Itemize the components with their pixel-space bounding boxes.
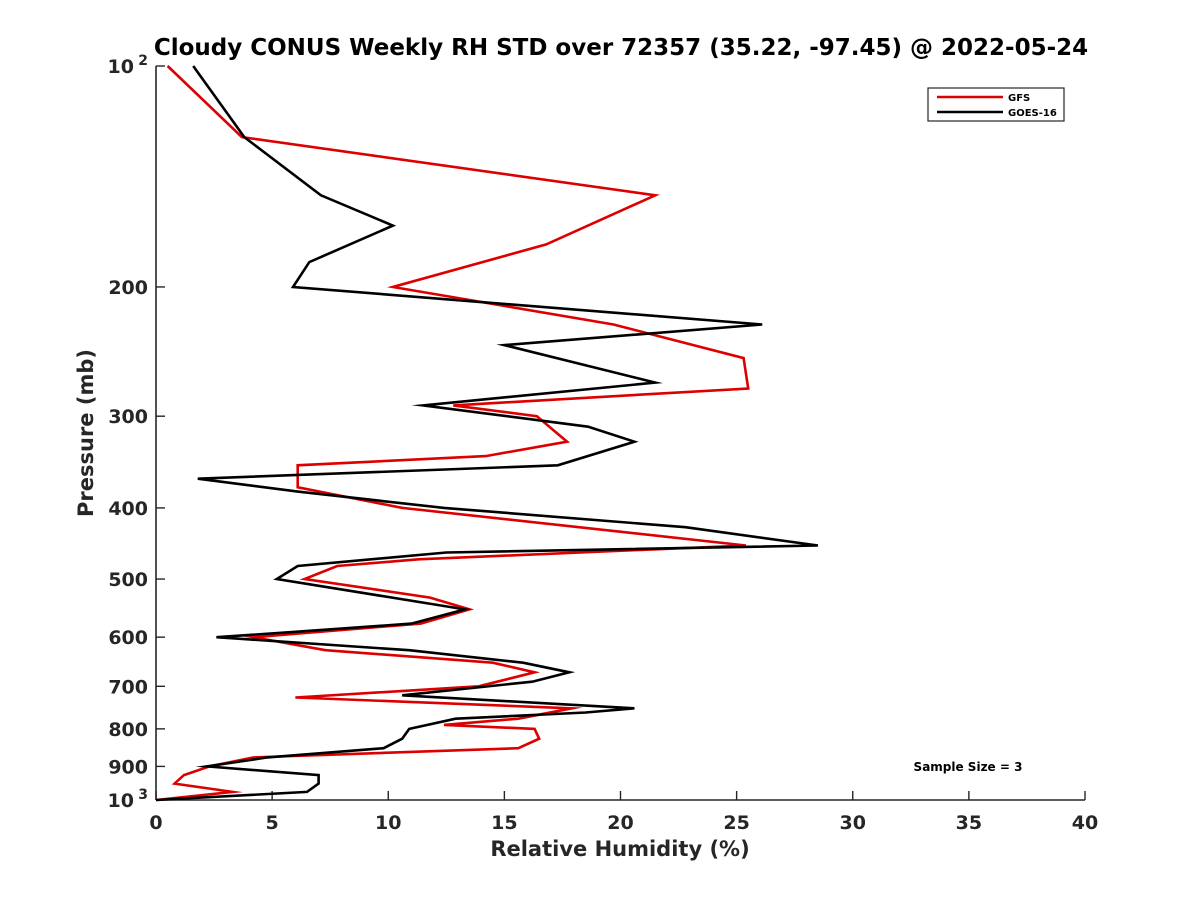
y-tick-base: 10 — [108, 56, 134, 78]
y-tick-label: 900 — [108, 756, 148, 778]
y-tick-base: 10 — [108, 790, 134, 812]
series-line-gfs — [155, 65, 750, 802]
x-tick-label: 15 — [491, 812, 517, 834]
x-axis-label: Relative Humidity (%) — [490, 837, 749, 861]
x-ticks: 0 5 10 15 20 25 30 35 40 — [149, 791, 1098, 834]
x-tick-label: 0 — [149, 812, 162, 834]
legend: GFS GOES-16 — [927, 87, 1065, 122]
y-tick-label: 400 — [108, 498, 148, 520]
y-tick-label: 200 — [108, 277, 148, 299]
x-tick-label: 40 — [1072, 812, 1098, 834]
plot-area: 0 5 10 15 20 25 30 35 40 10 220030040050060070080… — [108, 53, 1099, 834]
y-tick-label: 10 — [108, 790, 134, 812]
y-tick-label: 300 — [108, 406, 148, 428]
y-tick-label: 800 — [108, 719, 148, 741]
chart-title: Cloudy CONUS Weekly RH STD over 72357 (3… — [154, 35, 1088, 61]
legend-label-goes-16: GOES-16 — [1008, 108, 1057, 119]
x-tick-label: 30 — [840, 812, 866, 834]
x-tick-label: 20 — [607, 812, 633, 834]
y-tick-label: 600 — [108, 627, 148, 649]
y-axis-label: Pressure (mb) — [74, 349, 98, 517]
series-lines — [155, 65, 819, 802]
y-tick-label: 500 — [108, 569, 148, 591]
x-tick-label: 35 — [956, 812, 982, 834]
y-tick-exponent: 2 — [138, 53, 148, 69]
x-tick-label: 25 — [723, 812, 749, 834]
sample-size-annotation: Sample Size = 3 — [914, 760, 1023, 774]
x-tick-label: 5 — [266, 812, 279, 834]
y-tick-exponent: 3 — [138, 787, 148, 803]
legend-label-gfs: GFS — [1008, 93, 1030, 104]
y-tick-label: 10 — [108, 56, 134, 78]
y-tick-label: 700 — [108, 676, 148, 698]
x-tick-label: 10 — [375, 812, 401, 834]
legend-box — [927, 87, 1065, 122]
series-line-goes-16 — [155, 65, 819, 802]
